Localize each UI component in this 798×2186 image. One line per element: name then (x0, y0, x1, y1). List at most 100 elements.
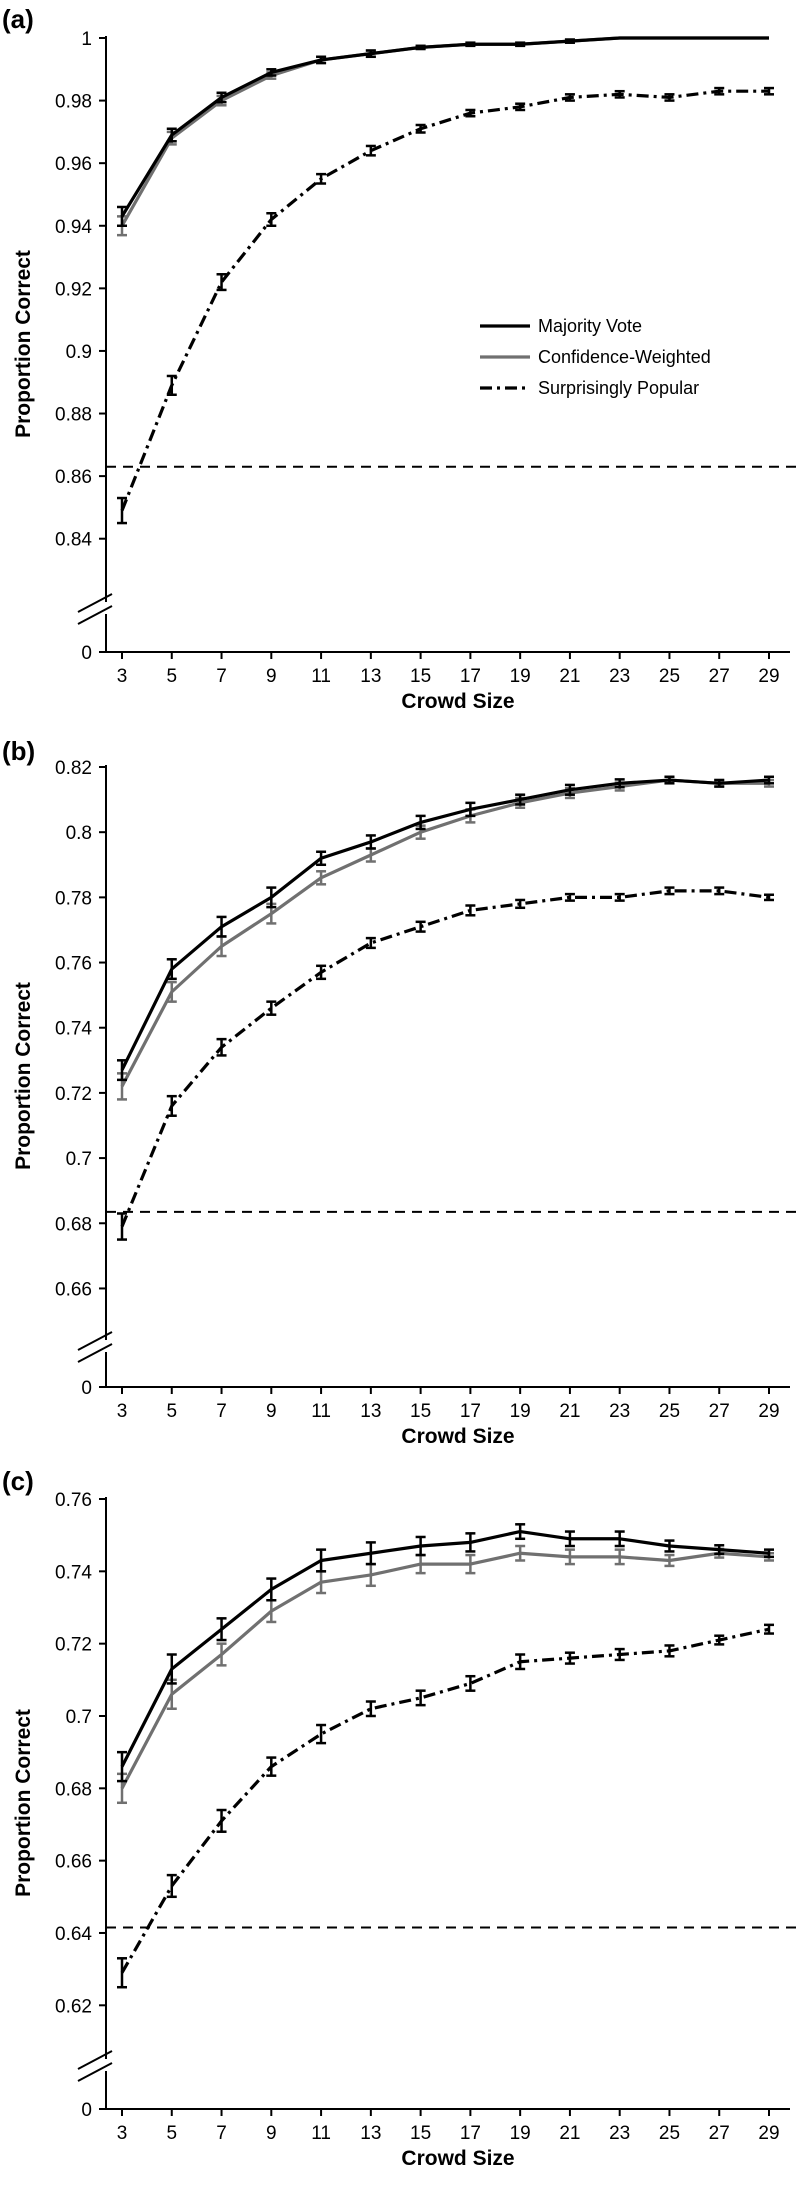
y-tick-label: 0.82 (55, 758, 92, 779)
x-tick-label: 7 (216, 1401, 227, 1422)
x-tick-label: 19 (510, 666, 531, 687)
y-axis-label: Proportion Correct (12, 1709, 35, 1897)
chart-panel-c: (c) 0.62 0.64 0.66 0.68 0.7 0.72 0.74 0.76 0 3 5 7 9 1… (0, 1460, 798, 2186)
panel-label: (c) (2, 1466, 34, 1496)
panel-label: (a) (2, 4, 34, 34)
x-tick-label: 5 (166, 666, 177, 687)
y-tick-label: 0.86 (55, 467, 92, 488)
y-tick-label: 0.66 (55, 1279, 92, 1300)
y-tick-label: 0.92 (55, 279, 92, 300)
x-tick-label: 25 (659, 2123, 680, 2144)
y-tick-label: 0.72 (55, 1635, 92, 1656)
y-tick-label: 0.78 (55, 888, 92, 909)
y-tick-label-zero: 0 (81, 643, 92, 664)
series-line-majority-vote (120, 778, 770, 1071)
y-tick-label: 0.74 (55, 1562, 92, 1583)
series-line-majority-vote (120, 36, 769, 218)
y-tick-label: 0.68 (55, 1214, 92, 1235)
x-tick-label: 19 (510, 1401, 531, 1422)
axis-break-mark (77, 593, 113, 613)
axis-break-mark (77, 2062, 113, 2082)
y-tick-label: 0.7 (66, 1149, 92, 1170)
x-tick-label: 11 (311, 666, 331, 687)
x-tick-label: 23 (609, 1401, 630, 1422)
x-tick-label: 11 (311, 1401, 331, 1422)
series-line-surprisingly-popular (120, 89, 769, 512)
x-tick-label: 25 (659, 1401, 680, 1422)
y-tick-label-zero: 0 (81, 1378, 92, 1399)
x-tick-label: 27 (709, 1401, 730, 1422)
x-tick-label: 21 (559, 2123, 580, 2144)
chart-c-svg: (c) 0.62 0.64 0.66 0.68 0.7 0.72 0.74 0.76 0 3 5 7 9 1… (2, 1466, 798, 2170)
y-tick-label: 0.98 (55, 92, 92, 113)
y-tick-label: 0.84 (55, 530, 92, 551)
series-line-majority-vote (120, 1529, 770, 1768)
series-line-surprisingly-popular (120, 1627, 770, 1974)
legend-label: Majority Vote (538, 316, 642, 336)
y-tick-label-zero: 0 (81, 2100, 92, 2121)
x-tick-label: 23 (609, 666, 630, 687)
legend-label: Confidence-Weighted (538, 347, 711, 367)
chart-panel-a: (a) 0.84 0.86 0.88 0.9 0.92 0.94 0.96 0.98 1 0 3 5 7 9… (0, 0, 798, 730)
y-tick-label: 0.64 (55, 1924, 92, 1945)
x-tick-label: 25 (659, 666, 680, 687)
chart-panel-b: (b) 0.66 0.68 0.7 0.72 0.74 0.76 0.78 0.8 0.82 0 3 5… (0, 730, 798, 1460)
x-tick-label: 19 (510, 2123, 531, 2144)
x-tick-label: 29 (758, 2123, 779, 2144)
x-tick-label: 9 (266, 666, 277, 687)
x-tick-label: 17 (460, 666, 481, 687)
x-axis-label: Crowd Size (401, 690, 514, 713)
x-tick-label: 5 (166, 2123, 177, 2144)
y-tick-label: 0.76 (55, 954, 92, 975)
x-tick-label: 21 (559, 1401, 580, 1422)
y-axis-label: Proportion Correct (12, 250, 35, 438)
y-tick-label: 0.62 (55, 1996, 92, 2017)
panel-label: (b) (2, 736, 35, 766)
y-tick-label: 0.76 (55, 1490, 92, 1511)
y-tick-label: 0.68 (55, 1779, 92, 1800)
y-tick-label: 0.74 (55, 1019, 92, 1040)
y-tick-label: 0.96 (55, 154, 92, 175)
series-line-surprisingly-popular (120, 889, 770, 1228)
series-line-confidence-weighted (120, 1551, 770, 1790)
x-tick-label: 17 (460, 2123, 481, 2144)
legend-label: Surprisingly Popular (538, 378, 699, 398)
y-tick-label: 1 (81, 29, 92, 50)
x-tick-label: 13 (360, 666, 381, 687)
y-axis-label: Proportion Correct (12, 982, 35, 1170)
x-axis-label: Crowd Size (401, 2147, 514, 2170)
y-tick-label: 0.7 (66, 1707, 92, 1728)
series-line-confidence-weighted (120, 36, 769, 227)
x-tick-label: 21 (559, 666, 580, 687)
axis-break-mark (77, 2050, 113, 2070)
x-tick-label: 7 (216, 666, 227, 687)
x-tick-label: 3 (117, 666, 128, 687)
y-tick-label: 0.9 (66, 342, 92, 363)
x-tick-label: 17 (460, 1401, 481, 1422)
y-tick-label: 0.66 (55, 1852, 92, 1873)
x-tick-label: 15 (410, 666, 431, 687)
x-tick-label: 3 (117, 1401, 128, 1422)
y-tick-label: 0.88 (55, 405, 92, 426)
x-tick-label: 3 (117, 2123, 128, 2144)
x-tick-label: 15 (410, 1401, 431, 1422)
x-axis-label: Crowd Size (401, 1425, 514, 1448)
y-tick-label: 0.72 (55, 1084, 92, 1105)
x-tick-label: 23 (609, 2123, 630, 2144)
axis-break-mark (77, 605, 113, 625)
x-tick-label: 13 (360, 1401, 381, 1422)
x-tick-label: 7 (216, 2123, 227, 2144)
x-tick-label: 9 (266, 2123, 277, 2144)
x-tick-label: 13 (360, 2123, 381, 2144)
x-tick-label: 29 (758, 1401, 779, 1422)
x-tick-label: 5 (166, 1401, 177, 1422)
x-tick-label: 15 (410, 2123, 431, 2144)
y-tick-label: 0.94 (55, 217, 92, 238)
axis-break-mark (77, 1343, 113, 1363)
x-tick-label: 11 (311, 2123, 331, 2144)
x-tick-label: 27 (709, 2123, 730, 2144)
y-tick-label: 0.8 (66, 823, 92, 844)
series-line-confidence-weighted (120, 778, 769, 1088)
chart-b-svg: (b) 0.66 0.68 0.7 0.72 0.74 0.76 0.78 0.8 0.82 0 3 5… (2, 736, 798, 1448)
axis-break-mark (77, 1331, 113, 1351)
